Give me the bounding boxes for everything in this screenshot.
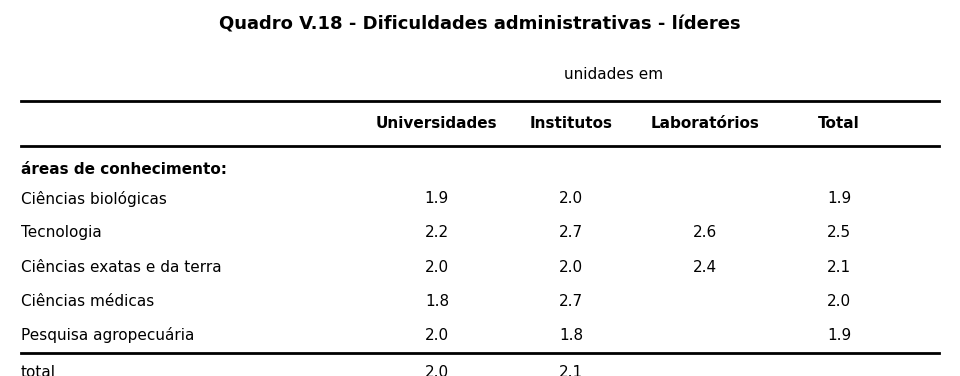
Text: 2.1: 2.1: [559, 365, 583, 376]
Text: Ciências biológicas: Ciências biológicas: [20, 191, 166, 206]
Text: 2.0: 2.0: [425, 365, 449, 376]
Text: 2.5: 2.5: [827, 225, 851, 240]
Text: total: total: [20, 365, 56, 376]
Text: 1.9: 1.9: [424, 191, 449, 206]
Text: 2.0: 2.0: [559, 259, 583, 274]
Text: 2.6: 2.6: [693, 225, 717, 240]
Text: Ciências médicas: Ciências médicas: [20, 294, 154, 309]
Text: 2.4: 2.4: [693, 259, 717, 274]
Text: 2.0: 2.0: [425, 328, 449, 343]
Text: 1.9: 1.9: [827, 328, 852, 343]
Text: Laboratórios: Laboratórios: [651, 116, 759, 131]
Text: Universidades: Universidades: [376, 116, 497, 131]
Text: 2.7: 2.7: [559, 225, 583, 240]
Text: 2.1: 2.1: [827, 259, 851, 274]
Text: 1.8: 1.8: [559, 328, 583, 343]
Text: 2.2: 2.2: [425, 225, 449, 240]
Text: 1.8: 1.8: [425, 294, 449, 309]
Text: Pesquisa agropecuária: Pesquisa agropecuária: [20, 327, 194, 344]
Text: 1.9: 1.9: [827, 191, 852, 206]
Text: 2.0: 2.0: [559, 191, 583, 206]
Text: 2.7: 2.7: [559, 294, 583, 309]
Text: unidades em: unidades em: [564, 67, 663, 82]
Text: Total: Total: [818, 116, 860, 131]
Text: Ciências exatas e da terra: Ciências exatas e da terra: [20, 259, 221, 274]
Text: Tecnologia: Tecnologia: [20, 225, 102, 240]
Text: Institutos: Institutos: [529, 116, 612, 131]
Text: 2.0: 2.0: [827, 294, 851, 309]
Text: áreas de conhecimento:: áreas de conhecimento:: [20, 162, 227, 177]
Text: 2.0: 2.0: [425, 259, 449, 274]
Text: Quadro V.18 - Dificuldades administrativas - líderes: Quadro V.18 - Dificuldades administrativ…: [219, 15, 741, 33]
